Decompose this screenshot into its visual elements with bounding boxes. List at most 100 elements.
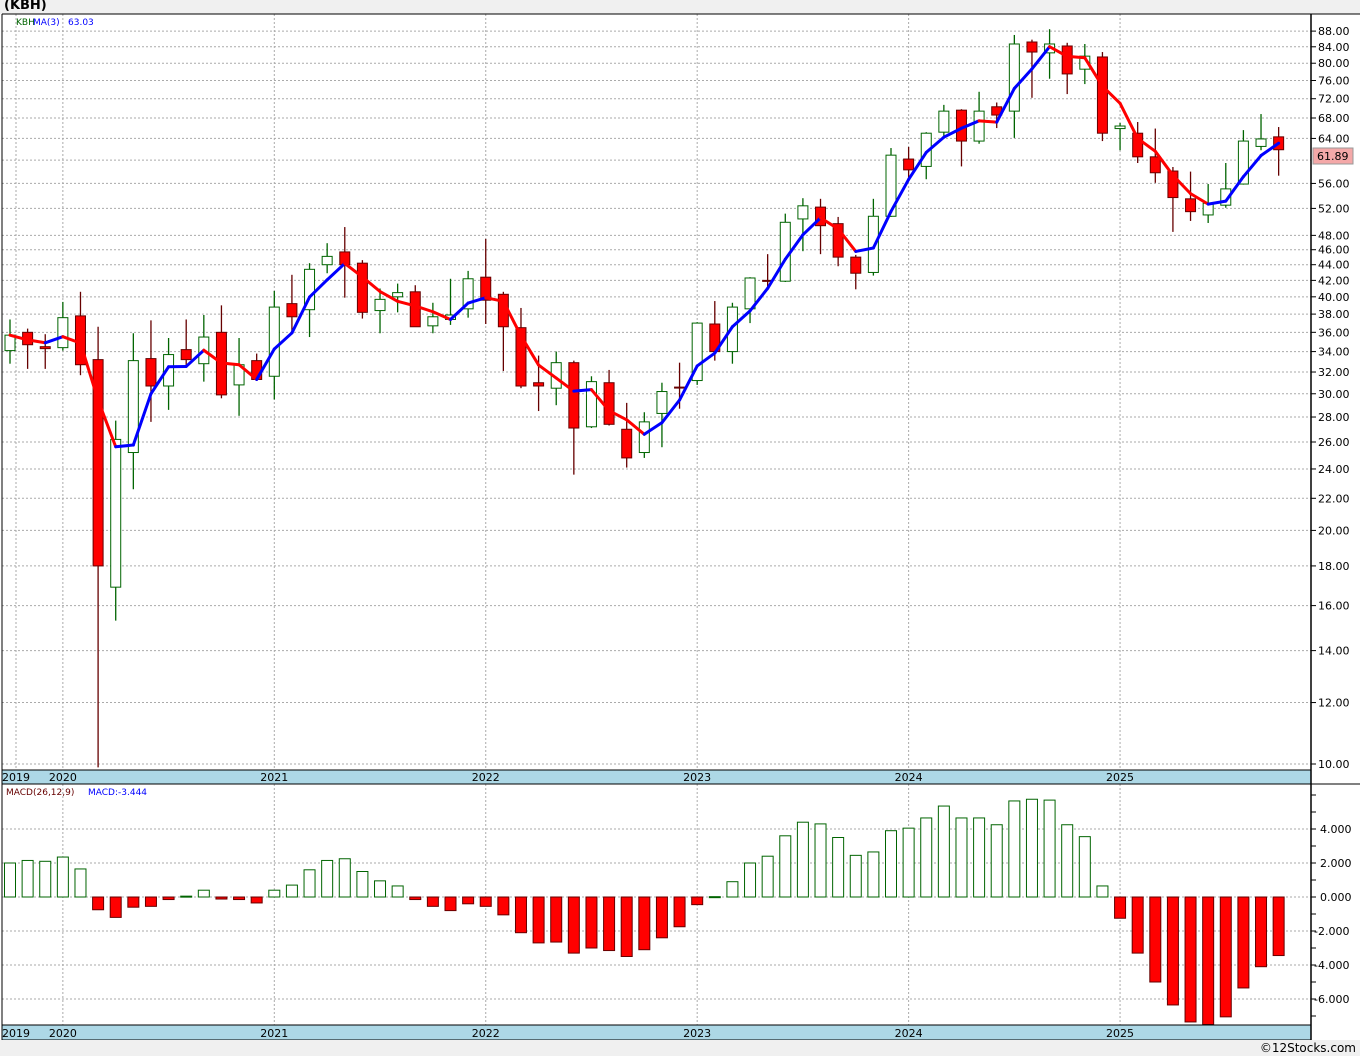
candle-down: [92, 359, 104, 567]
macd-bar-negative: [1166, 896, 1179, 1006]
ma3-segment: [1030, 45, 1052, 71]
macd-bar-negative: [691, 896, 704, 906]
price-axis-label: 12.00: [1318, 697, 1350, 710]
price-axis-label: 88.00: [1318, 25, 1350, 38]
candle-up: [392, 292, 404, 298]
ma3-segment: [730, 309, 752, 329]
candle-down: [286, 303, 298, 318]
macd-bar-positive: [973, 817, 986, 898]
macd-bar-negative: [1272, 896, 1285, 957]
macd-bar-positive: [867, 851, 880, 898]
ma3-segment: [995, 86, 1016, 124]
macd-axis-label: -4.000: [1314, 959, 1349, 972]
ma3-segment: [519, 334, 541, 367]
year-label-top: 2022: [472, 771, 500, 784]
ma3-segment: [959, 119, 981, 130]
ma3-segment: [325, 261, 347, 282]
ma3-segment: [26, 338, 47, 345]
price-axis-label: 32.00: [1318, 366, 1350, 379]
candle-up: [867, 215, 879, 273]
macd-bar-positive: [761, 855, 774, 898]
ma3-segment: [1083, 56, 1104, 88]
macd-bar-negative: [1131, 896, 1144, 954]
year-label-top: 2023: [683, 771, 711, 784]
macd-bar-positive: [726, 881, 739, 898]
ma3-segment: [1100, 84, 1122, 105]
ma3-segment: [378, 290, 400, 303]
year-label-top: 2024: [895, 771, 923, 784]
ma3-segment: [449, 301, 470, 321]
macd-bar-negative: [144, 896, 157, 907]
legend-symbol: KBH: [16, 18, 35, 28]
macd-bar-negative: [1184, 896, 1197, 1023]
ma3-segment: [924, 135, 946, 154]
ma3-segment: [343, 261, 364, 279]
macd-bar-negative: [550, 896, 563, 943]
price-axis-label: 24.00: [1318, 463, 1350, 476]
ma3-segment: [43, 335, 65, 345]
price-axis-label: 44.00: [1318, 259, 1350, 272]
candle-down: [356, 262, 368, 313]
candle-up: [374, 298, 386, 312]
ma3-segment: [836, 227, 858, 253]
macd-bar-negative: [603, 896, 616, 952]
candle-down: [621, 428, 633, 459]
macd-legend-value: MACD:-3.444: [88, 788, 147, 798]
macd-bar-negative: [1237, 896, 1250, 989]
macd-bar-negative: [514, 896, 527, 934]
macd-bar-negative: [109, 896, 122, 918]
macd-bar-positive: [1008, 800, 1021, 898]
year-label-bottom: 2023: [683, 1027, 711, 1040]
candle-up: [1008, 43, 1020, 112]
price-axis-label: 52.00: [1318, 202, 1350, 215]
price-axis-label: 22.00: [1318, 492, 1350, 505]
macd-bar-negative: [92, 896, 105, 911]
ma3-segment: [1241, 154, 1263, 179]
price-axis-label: 36.00: [1318, 326, 1350, 339]
footer: ©12Stocks.com: [0, 1040, 1360, 1056]
price-axis-label: 38.00: [1318, 308, 1350, 321]
price-axis-label: 46.00: [1318, 244, 1350, 257]
candle-up: [797, 205, 809, 220]
macd-bar-positive: [1096, 885, 1109, 898]
macd-bar-positive: [197, 889, 210, 898]
candle-up: [691, 322, 703, 382]
year-label-top: 2021: [260, 771, 288, 784]
macd-bar-positive: [1078, 836, 1091, 898]
candle-down: [1167, 170, 1179, 199]
candle-down: [1096, 56, 1108, 134]
legend-ma-label: MA(3): [33, 18, 60, 28]
ma3-segment: [272, 331, 294, 351]
macd-axis-label: -2.000: [1314, 925, 1349, 938]
last-price-tag: [1312, 147, 1354, 165]
candle-down: [145, 358, 157, 387]
ma3-segment: [1189, 192, 1210, 206]
candle-down: [1185, 198, 1197, 213]
macd-bar-positive: [849, 854, 862, 898]
candle-down: [515, 327, 527, 387]
legend-ma-value: 63.03: [68, 18, 94, 28]
macd-bar-positive: [321, 859, 334, 898]
ma3-segment: [537, 363, 558, 380]
price-axis-label: 56.00: [1318, 177, 1350, 190]
ma3-segment: [255, 347, 276, 381]
ma3-segment: [61, 335, 82, 345]
ma3-segment: [713, 325, 734, 355]
macd-bar-positive: [1025, 798, 1038, 898]
candle-down: [1061, 45, 1073, 75]
candle-down: [39, 346, 51, 350]
macd-bar-positive: [56, 856, 69, 898]
macd-bar-positive: [832, 837, 845, 898]
macd-bar-positive: [374, 880, 387, 898]
ma3-segment: [96, 398, 118, 449]
ma3-segment: [625, 418, 646, 436]
ma3-segment: [1259, 141, 1281, 158]
price-axis-label: 34.00: [1318, 346, 1350, 359]
ma3-segment: [184, 348, 206, 368]
price-axis-label: 48.00: [1318, 229, 1350, 242]
macd-bar-positive: [391, 885, 404, 898]
candle-down: [533, 382, 545, 387]
ma3-segment: [237, 363, 259, 381]
ma3-segment: [907, 150, 928, 181]
